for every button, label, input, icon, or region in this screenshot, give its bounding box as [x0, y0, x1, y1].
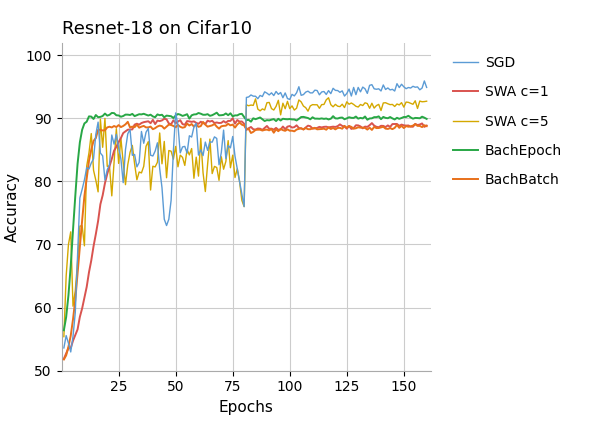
SWA c=1	[60, 356, 68, 361]
Text: Resnet-18 on Cifar10: Resnet-18 on Cifar10	[62, 20, 251, 38]
BachEpoch	[423, 116, 431, 121]
BachEpoch	[359, 116, 367, 121]
SWA c=5	[325, 95, 332, 100]
SWA c=1	[263, 124, 270, 129]
BachBatch	[423, 124, 431, 129]
SWA c=1	[423, 123, 431, 128]
BachBatch	[298, 126, 305, 131]
Line: BachEpoch: BachEpoch	[64, 112, 427, 330]
SGD	[67, 349, 75, 354]
SGD	[136, 160, 143, 165]
SGD	[423, 85, 431, 90]
BachEpoch	[163, 113, 170, 118]
Legend: SGD, SWA c=1, SWA c=5, BachEpoch, BachBatch: SGD, SWA c=1, SWA c=5, BachEpoch, BachBa…	[453, 56, 562, 187]
SWA c=1	[359, 126, 367, 131]
SWA c=5	[407, 101, 415, 106]
BachEpoch	[60, 328, 68, 333]
SGD	[421, 78, 428, 83]
SWA c=5	[163, 175, 170, 180]
SWA c=1	[407, 124, 415, 129]
SWA c=5	[60, 334, 68, 339]
SGD	[298, 93, 305, 98]
SWA c=1	[133, 121, 140, 126]
BachBatch	[263, 127, 270, 132]
SWA c=5	[295, 98, 302, 103]
Line: SWA c=1: SWA c=1	[64, 118, 427, 359]
BachBatch	[165, 122, 172, 127]
SGD	[165, 217, 172, 222]
SWA c=1	[298, 126, 305, 131]
SWA c=5	[359, 103, 367, 108]
BachEpoch	[133, 112, 140, 118]
SWA c=5	[133, 177, 140, 182]
SGD	[263, 91, 270, 96]
BachEpoch	[263, 118, 270, 123]
BachEpoch	[213, 110, 221, 115]
BachBatch	[359, 125, 367, 130]
SWA c=1	[229, 116, 237, 121]
Line: SWA c=5: SWA c=5	[64, 98, 427, 337]
SWA c=1	[163, 117, 170, 122]
SWA c=5	[423, 99, 431, 104]
Y-axis label: Accuracy: Accuracy	[5, 172, 20, 242]
Line: SGD: SGD	[64, 81, 427, 352]
BachBatch	[60, 357, 68, 362]
BachBatch	[407, 124, 415, 129]
X-axis label: Epochs: Epochs	[219, 400, 274, 415]
SGD	[60, 345, 68, 351]
SGD	[359, 84, 367, 89]
BachBatch	[136, 125, 143, 130]
Line: BachBatch: BachBatch	[64, 122, 427, 360]
SGD	[407, 86, 415, 91]
SWA c=5	[261, 107, 269, 112]
BachEpoch	[298, 115, 305, 120]
BachEpoch	[407, 115, 415, 120]
BachBatch	[124, 119, 131, 124]
